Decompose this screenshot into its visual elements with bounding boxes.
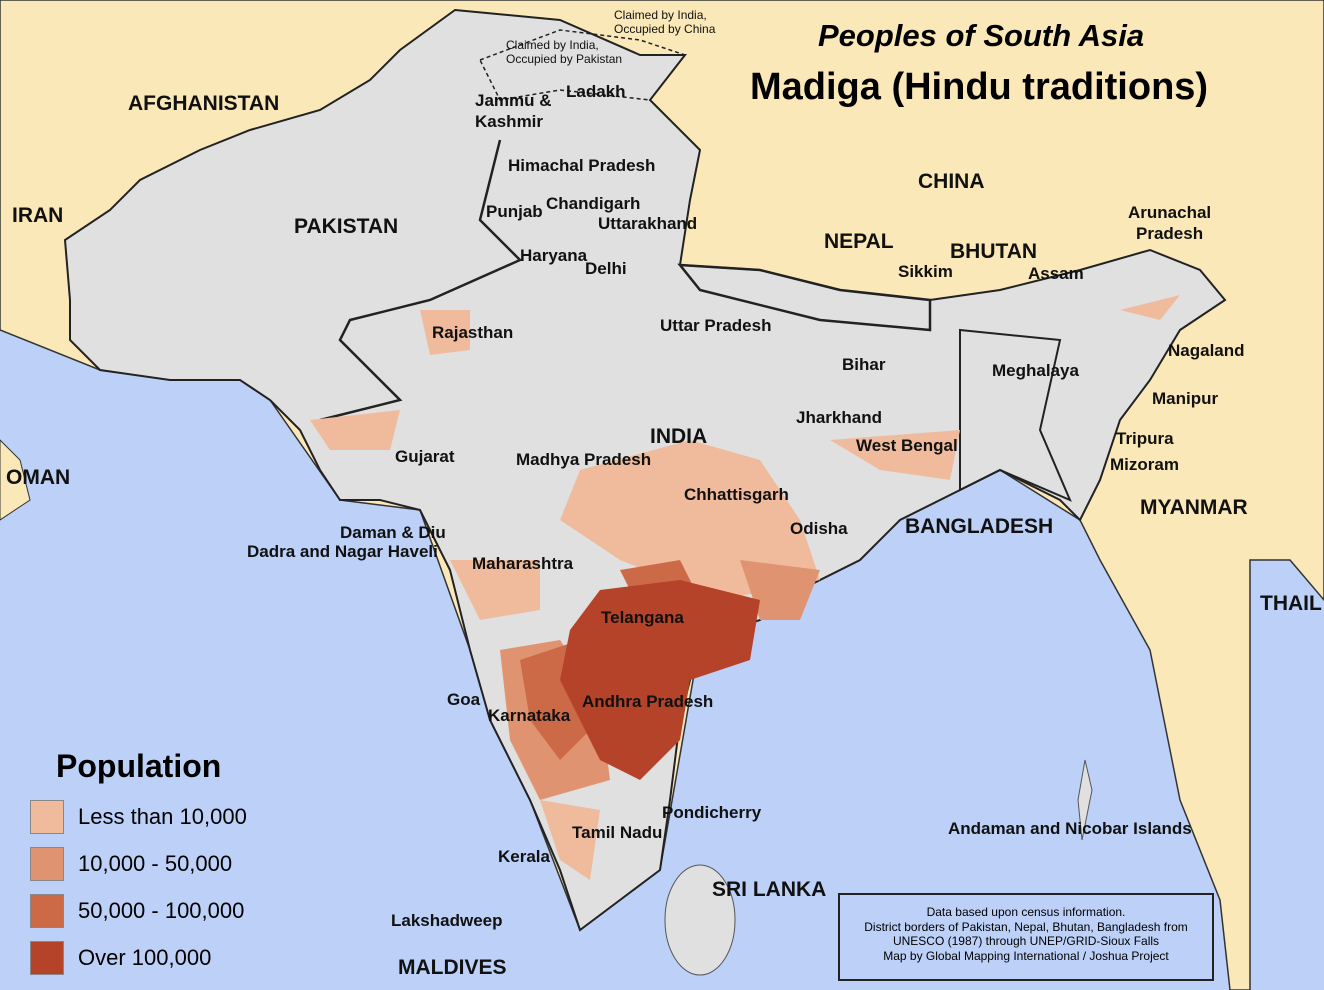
bangladesh-border <box>959 328 1072 502</box>
andaman-islands <box>1077 759 1093 841</box>
label-china: CHINA <box>918 170 985 193</box>
legend-label: Less than 10,000 <box>78 803 247 829</box>
label-pakistan: PAKISTAN <box>294 215 399 238</box>
label-nagaland: Nagaland <box>1168 341 1245 360</box>
label-oman: OMAN <box>6 466 71 489</box>
label-odisha: Odisha <box>790 519 848 538</box>
label-rajasthan: Rajasthan <box>432 323 514 342</box>
label-karnataka: Karnataka <box>488 706 571 725</box>
label-punjab: Punjab <box>486 202 543 221</box>
legend-swatch <box>30 940 64 975</box>
label-himachal-pradesh: Himachal Pradesh <box>508 156 656 175</box>
label-tripura: Tripura <box>1116 429 1174 448</box>
label-telangana: Telangana <box>601 608 684 627</box>
credit-line: District borders of Pakistan, Nepal, Bhu… <box>864 919 1188 934</box>
map-subtitle: Peoples of South Asia <box>818 18 1145 53</box>
label-pondicherry: Pondicherry <box>662 803 762 822</box>
label-tamil-nadu: Tamil Nadu <box>572 823 663 842</box>
map-title: Madiga (Hindu traditions) <box>750 66 1209 108</box>
label-lakshadweep: Lakshadweep <box>391 911 503 930</box>
label-sikkim: Sikkim <box>898 262 953 281</box>
label-bangladesh: BANGLADESH <box>905 515 1054 538</box>
label-daman-diu: Daman & Diu <box>340 523 446 542</box>
label-sri-lanka: SRI LANKA <box>712 878 827 901</box>
label-nepal: NEPAL <box>824 230 894 253</box>
label-gujarat: Gujarat <box>395 447 455 466</box>
legend-label: 50,000 - 100,000 <box>78 897 245 923</box>
label-haryana: Haryana <box>520 246 588 265</box>
label-meghalaya: Meghalaya <box>992 361 1079 380</box>
area-over-100000 <box>560 580 760 780</box>
label-uttar-pradesh: Uttar Pradesh <box>660 316 772 335</box>
legend: Population Less than 10,000 10,000 - 50,… <box>30 748 247 981</box>
legend-swatch <box>30 893 64 928</box>
pakistan-border <box>319 139 523 422</box>
sri-lanka <box>664 864 736 976</box>
legend-swatch <box>30 799 64 834</box>
note-pakistan-claim: Claimed by India, Occupied by Pakistan <box>506 38 623 66</box>
credit-line: Data based upon census information. <box>926 905 1126 919</box>
label-bhutan: BHUTAN <box>950 240 1038 263</box>
label-jharkhand: Jharkhand <box>796 408 882 427</box>
label-jammu-kashmir: Jammu & Kashmir <box>475 91 552 131</box>
label-goa: Goa <box>447 690 481 709</box>
label-andhra-pradesh: Andhra Pradesh <box>582 692 714 711</box>
label-dadra-nagar-haveli: Dadra and Nagar Haveli <box>247 542 438 561</box>
label-west-bengal: West Bengal <box>856 436 958 455</box>
label-iran: IRAN <box>12 204 64 227</box>
label-arunachal-pradesh: Arunachal Pradesh <box>1128 203 1212 243</box>
population-areas <box>310 295 1180 880</box>
credit-line: UNESCO (1987) through UNEP/GRID-Sioux Fa… <box>892 934 1160 948</box>
legend-item: 10,000 - 50,000 <box>30 840 247 887</box>
label-india: INDIA <box>650 425 708 448</box>
legend-item: 50,000 - 100,000 <box>30 887 247 934</box>
label-bihar: Bihar <box>842 355 886 374</box>
label-mizoram: Mizoram <box>1110 455 1179 474</box>
label-uttarakhand: Uttarakhand <box>598 214 698 233</box>
label-madhya-pradesh: Madhya Pradesh <box>516 450 652 469</box>
area-50000-100000 <box>520 560 700 760</box>
credits-box: Data based upon census information. Dist… <box>838 893 1214 981</box>
label-manipur: Manipur <box>1152 389 1219 408</box>
oman-land <box>0 439 31 521</box>
label-maharashtra: Maharashtra <box>472 554 574 573</box>
legend-swatch <box>30 846 64 881</box>
disputed-border <box>478 29 687 101</box>
area-less-10000 <box>310 295 1180 880</box>
legend-item: Over 100,000 <box>30 934 247 981</box>
label-kerala: Kerala <box>498 847 550 866</box>
credit-line: Map by Global Mapping International / Jo… <box>883 948 1169 963</box>
label-chhattisgarh: Chhattisgarh <box>684 485 789 504</box>
legend-item: Less than 10,000 <box>30 793 247 840</box>
label-ladakh: Ladakh <box>566 82 626 101</box>
note-china-claim: Claimed by India, Occupied by China <box>614 8 716 36</box>
nepal-border <box>677 263 932 332</box>
label-afghanistan: AFGHANISTAN <box>128 92 280 115</box>
legend-label: 10,000 - 50,000 <box>78 850 233 876</box>
label-thailand: THAIL <box>1260 592 1322 615</box>
label-myanmar: MYANMAR <box>1140 496 1248 519</box>
legend-title: Population <box>56 748 222 784</box>
label-chandigarh: Chandigarh <box>546 194 641 213</box>
label-maldives: MALDIVES <box>398 956 507 979</box>
label-andaman-nicobar: Andaman and Nicobar Islands <box>948 819 1192 838</box>
label-delhi: Delhi <box>585 259 627 278</box>
label-assam: Assam <box>1028 264 1084 283</box>
legend-label: Over 100,000 <box>78 944 212 970</box>
